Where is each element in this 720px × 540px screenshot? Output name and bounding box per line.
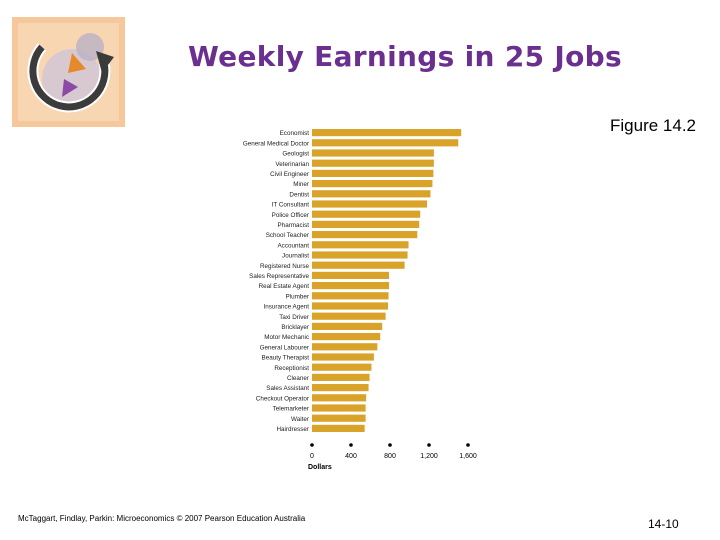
figure-label: Figure 14.2 — [610, 116, 696, 135]
bar-it-consultant — [312, 200, 428, 208]
bar-telemarketer — [312, 404, 366, 412]
bar-accountant — [312, 241, 409, 249]
bar-school-teacher — [312, 231, 418, 239]
category-label-school-teacher: School Teacher — [266, 232, 309, 239]
bar-miner — [312, 180, 433, 188]
bar-veterinarian — [312, 159, 434, 167]
x-tick-label: 1,200 — [420, 453, 438, 460]
x-tick-label: 800 — [384, 453, 396, 460]
category-label-cleaner: Cleaner — [287, 375, 309, 382]
category-label-checkout-operator: Checkout Operator — [256, 395, 309, 402]
category-label-civil-engineer: Civil Engineer — [270, 171, 309, 178]
x-axis-label: Dollars — [308, 464, 332, 471]
x-tick-mark — [466, 443, 470, 447]
category-label-general-medical-doctor: General Medical Doctor — [243, 140, 309, 147]
bar-sales-representative — [312, 271, 390, 279]
category-label-real-estate-agent: Real Estate Agent — [259, 283, 310, 290]
x-tick-label: 0 — [310, 453, 314, 460]
bar-journalist — [312, 251, 408, 259]
category-label-veterinarian: Veterinarian — [275, 161, 309, 168]
page-number: 14-10 — [648, 517, 679, 531]
category-label-economist: Economist — [280, 130, 310, 137]
category-label-police-officer: Police Officer — [272, 212, 309, 219]
category-label-dentist: Dentist — [289, 191, 309, 198]
bar-economist — [312, 129, 462, 137]
category-label-plumber: Plumber — [286, 293, 309, 300]
category-label-sales-assistant: Sales Assistant — [266, 385, 309, 392]
category-label-motor-mechanic: Motor Mechanic — [264, 334, 309, 341]
logo — [12, 17, 125, 127]
footer-citation: McTaggart, Findlay, Parkin: Microeconomi… — [18, 514, 306, 523]
bar-police-officer — [312, 210, 421, 218]
x-axis: 0 400 800 1,200 1,600 — [310, 443, 477, 460]
bar-bricklayer — [312, 322, 383, 330]
category-labels: Economist General Medical Doctor Geologist… — [243, 130, 310, 433]
category-label-general-labourer: General Labourer — [260, 344, 309, 351]
bar-general-labourer — [312, 343, 378, 351]
bar-beauty-therapist — [312, 353, 374, 361]
bar-motor-mechanic — [312, 333, 381, 341]
bar-hairdresser — [312, 424, 365, 432]
slide-title: Weekly Earnings in 25 Jobs — [188, 40, 622, 73]
category-label-miner: Miner — [293, 181, 309, 188]
x-tick-label: 1,600 — [459, 453, 477, 460]
bar-civil-engineer — [312, 169, 434, 177]
bar-dentist — [312, 190, 431, 198]
bar-general-medical-doctor — [312, 139, 459, 147]
category-label-receptionist: Receptionist — [274, 365, 309, 372]
bar-chart: Economist General Medical Doctor Geologist… — [243, 129, 477, 471]
x-tick-mark — [310, 443, 314, 447]
category-label-it-consultant: IT Consultant — [272, 202, 310, 209]
category-label-geologist: Geologist — [282, 151, 309, 158]
bar-cleaner — [312, 373, 370, 381]
bar-real-estate-agent — [312, 282, 390, 290]
bar-geologist — [312, 149, 434, 157]
circular-arrow-logo-icon — [12, 17, 125, 127]
category-label-telemarketer: Telemarketer — [273, 406, 309, 413]
x-tick-label: 400 — [345, 453, 357, 460]
x-tick-mark — [388, 443, 392, 447]
category-label-registered-nurse: Registered Nurse — [260, 263, 309, 270]
x-tick-mark — [349, 443, 353, 447]
x-tick-mark — [427, 443, 431, 447]
category-label-bricklayer: Bricklayer — [281, 324, 309, 331]
bar-waiter — [312, 414, 366, 422]
category-label-beauty-therapist: Beauty Therapist — [262, 355, 310, 362]
category-label-journalist: Journalist — [282, 253, 309, 260]
bar-plumber — [312, 292, 389, 300]
category-label-pharmacist: Pharmacist — [278, 222, 310, 229]
chart-bars — [312, 129, 462, 432]
bar-sales-assistant — [312, 384, 369, 392]
category-label-hairdresser: Hairdresser — [276, 426, 309, 433]
bar-checkout-operator — [312, 394, 367, 402]
category-label-sales-representative: Sales Representative — [249, 273, 309, 280]
bar-pharmacist — [312, 220, 420, 228]
bar-taxi-driver — [312, 312, 386, 320]
category-label-accountant: Accountant — [277, 242, 309, 249]
category-label-waiter: Waiter — [291, 416, 309, 423]
bar-receptionist — [312, 363, 372, 371]
bar-registered-nurse — [312, 261, 405, 269]
category-label-insurance-agent: Insurance Agent — [263, 304, 309, 311]
bar-insurance-agent — [312, 302, 389, 310]
category-label-taxi-driver: Taxi Driver — [279, 314, 309, 321]
